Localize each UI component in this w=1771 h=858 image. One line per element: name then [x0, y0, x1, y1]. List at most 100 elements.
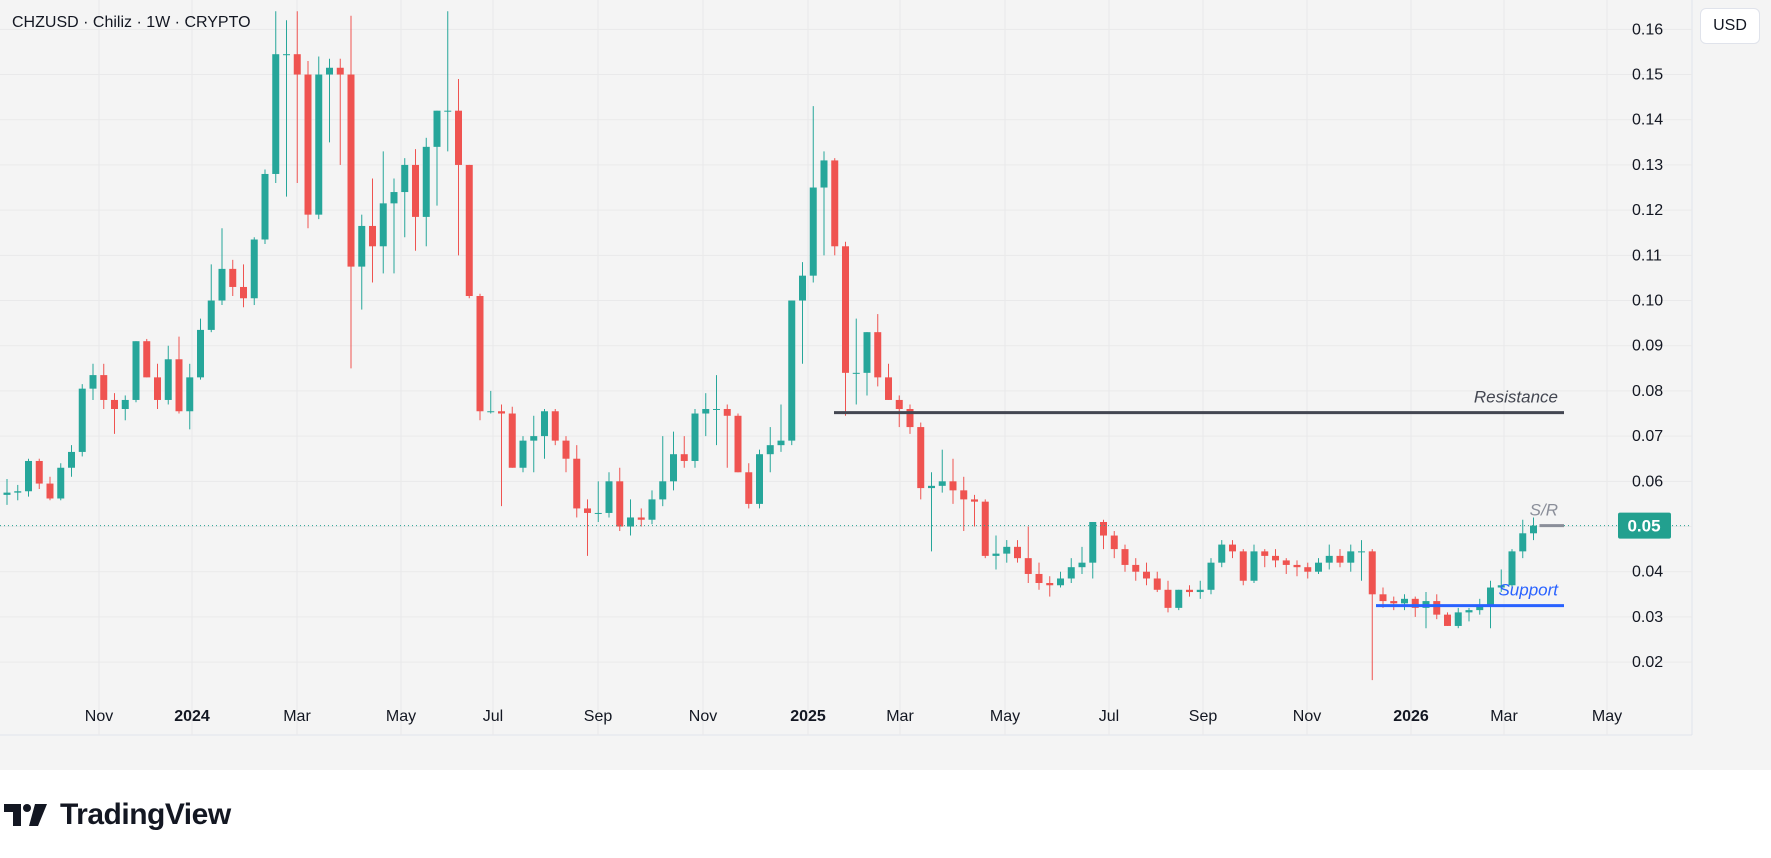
candle-body: [949, 481, 957, 491]
y-tick-label: 0.16: [1632, 21, 1663, 38]
candle-body: [1057, 578, 1064, 586]
candle-body: [1218, 544, 1226, 563]
candle-body: [1433, 601, 1441, 615]
candle-body: [100, 375, 108, 400]
candle-body: [229, 268, 237, 287]
candle-body: [186, 377, 194, 412]
candle-body: [1003, 546, 1011, 554]
last-price-label: 0.05: [1627, 517, 1660, 536]
candle-body: [917, 427, 925, 489]
y-tick-label: 0.02: [1632, 654, 1663, 671]
y-tick-label: 0.06: [1632, 473, 1663, 490]
tradingview-logo[interactable]: TradingView: [4, 798, 231, 832]
candle-body: [562, 440, 570, 459]
candle-body: [1024, 558, 1032, 574]
candle-body: [713, 408, 720, 410]
candle-body: [14, 491, 22, 493]
candle-body: [272, 54, 280, 174]
candle-body: [433, 110, 441, 147]
candle-body: [831, 160, 839, 247]
x-tick-label: May: [1592, 708, 1622, 725]
candle-body: [1476, 605, 1484, 611]
x-tick-label: Nov: [689, 708, 717, 725]
candle-body: [1143, 571, 1150, 579]
candle-body: [788, 300, 796, 441]
candle-body: [1078, 562, 1086, 568]
candle-body: [1175, 589, 1183, 608]
candle-body: [766, 445, 774, 455]
candle-body: [1121, 549, 1129, 565]
candle-body: [1304, 567, 1312, 572]
candle-body: [992, 553, 1000, 556]
candle-body: [1379, 594, 1387, 602]
x-tick-label: Mar: [1490, 708, 1518, 725]
candle-body: [895, 399, 903, 409]
candle-body: [777, 440, 785, 446]
candle-body: [670, 454, 677, 482]
candle-body: [541, 411, 548, 437]
candle-body: [218, 268, 226, 301]
candle-body: [809, 187, 817, 276]
candle-body: [121, 399, 129, 409]
currency-button[interactable]: USD: [1700, 8, 1760, 44]
x-tick-label: Sep: [584, 708, 613, 725]
candle-body: [487, 411, 495, 413]
candle-body: [1035, 573, 1043, 584]
y-tick-label: 0.14: [1632, 112, 1663, 129]
candle-body: [250, 239, 258, 299]
candle-body: [1186, 589, 1193, 593]
candle-body: [304, 74, 312, 215]
x-tick-label: Sep: [1189, 708, 1218, 725]
candle-body: [1164, 589, 1172, 608]
candle-body: [1132, 564, 1140, 572]
y-tick-label: 0.13: [1632, 157, 1663, 174]
x-tick-label: 2026: [1393, 708, 1429, 725]
candle-body: [1282, 560, 1290, 565]
candle-body: [379, 203, 387, 247]
candle-body: [906, 408, 914, 428]
candle-body: [1315, 562, 1322, 572]
y-tick-label: 0.10: [1632, 293, 1663, 310]
candle-body: [422, 146, 430, 217]
candle-body: [175, 359, 183, 412]
candle-body: [1465, 610, 1473, 613]
candle-body: [315, 74, 323, 215]
candle-body: [240, 286, 247, 299]
candle-body: [1207, 562, 1215, 590]
last-price-badge: [1618, 512, 1671, 539]
candle-body: [401, 164, 409, 193]
candle-body: [444, 110, 452, 112]
candle-body: [1089, 521, 1097, 563]
candle-body: [132, 341, 140, 400]
candle-body: [1347, 551, 1355, 563]
x-tick-label: May: [990, 708, 1020, 725]
candle-body: [1444, 614, 1451, 626]
brand-name: TradingView: [60, 798, 231, 831]
x-tick-label: Nov: [1293, 708, 1321, 725]
candle-body: [637, 517, 645, 520]
tradingview-logo-icon: [4, 804, 47, 826]
candle-body: [1368, 551, 1376, 595]
price-chart[interactable]: 0.02 0.03 0.04 0.05 0.06 0.07 0.08 0.09 0.10 0.11…: [0, 0, 1771, 770]
candle-body: [519, 440, 527, 468]
candle-body: [820, 160, 828, 188]
candle-body: [1325, 555, 1333, 563]
candle-body: [326, 67, 333, 75]
candle-body: [981, 501, 989, 556]
y-tick-label: 0.08: [1632, 383, 1663, 400]
candle-body: [143, 341, 151, 378]
candle-body: [938, 481, 946, 486]
candle-body: [863, 332, 871, 373]
candle-body: [842, 246, 849, 373]
candle-body: [261, 173, 269, 240]
candle-body: [197, 329, 204, 378]
candle-body: [1293, 564, 1301, 568]
y-tick-label: 0.04: [1632, 564, 1663, 581]
candle-body: [1014, 546, 1021, 559]
candle-body: [508, 413, 516, 468]
footer: [0, 770, 1771, 858]
candle-body: [369, 225, 376, 247]
candle-body: [1261, 551, 1269, 556]
candle-body: [594, 512, 602, 514]
candle-body: [756, 454, 763, 504]
